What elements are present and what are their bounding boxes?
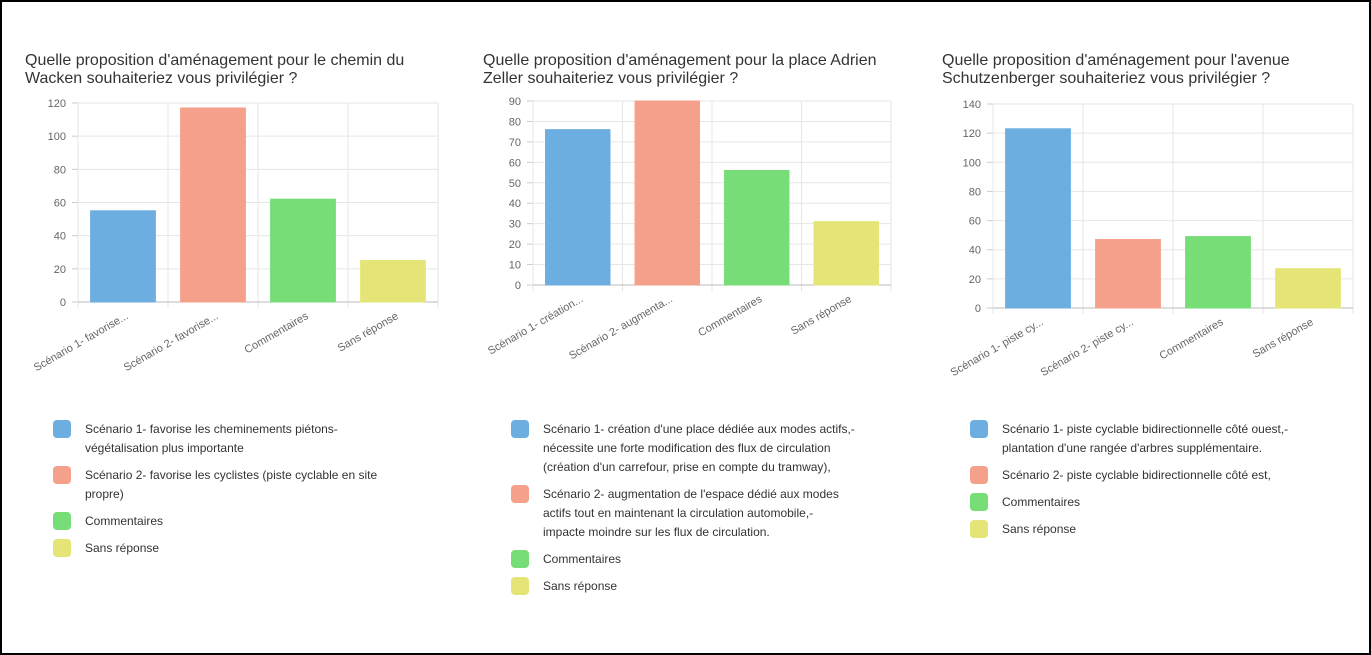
legend-label: Scénario 2- augmentation de l'espace déd… (543, 487, 839, 539)
legend-label: Commentaires (1002, 495, 1081, 509)
legend-label: Sans réponse (85, 541, 160, 555)
bar (1185, 236, 1251, 309)
legend-item: Scénario 2- augmentation de l'espace déd… (511, 485, 856, 542)
legend-item: Sans réponse (970, 520, 1315, 539)
y-tick-label: 90 (509, 96, 521, 108)
y-tick-label: 0 (975, 303, 981, 315)
legend-swatch (970, 493, 988, 511)
legend-swatch (970, 520, 988, 538)
bar (360, 260, 426, 303)
y-tick-label: 30 (509, 219, 521, 231)
legend-swatch (970, 466, 988, 484)
bar (270, 198, 336, 303)
bar (634, 100, 700, 286)
legend-item: Scénario 2- piste cyclable bidirectionne… (970, 466, 1315, 485)
chart-panel: Quelle proposition d'aménagement pour la… (483, 2, 923, 653)
x-tick-label: Scénario 2- piste cy... (1039, 316, 1136, 379)
y-tick-label: 100 (963, 157, 981, 169)
y-tick-label: 100 (48, 131, 66, 143)
y-tick-label: 20 (969, 274, 981, 286)
legend-swatch (970, 420, 988, 438)
y-tick-label: 120 (963, 128, 981, 140)
legend-swatch (53, 466, 71, 484)
legend-label: Scénario 2- favorise les cyclistes (pist… (85, 468, 378, 501)
x-tick-label: Sans réponse (336, 310, 401, 354)
legend-label: Commentaires (543, 552, 622, 566)
bar (90, 210, 156, 303)
bar (180, 107, 246, 303)
y-tick-label: 80 (969, 186, 981, 198)
legend-label: Sans réponse (543, 579, 618, 593)
x-tick-label: Scénario 1- piste cy... (949, 316, 1046, 379)
legend-item: Commentaires (970, 493, 1315, 512)
y-tick-label: 80 (509, 116, 521, 128)
legend-item: Commentaires (511, 550, 856, 569)
legend-item: Scénario 1- favorise les cheminements pi… (53, 420, 398, 458)
legend-item: Scénario 2- favorise les cyclistes (pist… (53, 466, 398, 504)
legend-swatch (53, 420, 71, 438)
x-tick-label: Commentaires (1158, 316, 1226, 362)
y-tick-label: 50 (509, 178, 521, 190)
chart: 0 10 20 30 40 50 60 70 80 90 Scénario 1- création.… (486, 96, 892, 362)
y-tick-label: 20 (509, 239, 521, 251)
legend-item: Scénario 1- création d'une place dédiée … (511, 420, 856, 477)
y-tick-label: 20 (54, 264, 66, 276)
bar (1005, 128, 1071, 309)
bar (1095, 239, 1161, 309)
y-tick-label: 40 (54, 231, 66, 243)
legend-label: Scénario 1- création d'une place dédiée … (543, 422, 855, 474)
y-tick-label: 40 (509, 198, 521, 210)
legend-item: Sans réponse (53, 539, 398, 558)
x-tick-label: Commentaires (243, 310, 311, 356)
legend-swatch (511, 550, 529, 568)
legend-swatch (511, 420, 529, 438)
y-tick-label: 140 (963, 99, 981, 111)
legend: Scénario 1- favorise les cheminements pi… (53, 420, 398, 566)
x-tick-label: Scénario 1- création... (486, 293, 585, 357)
y-tick-label: 10 (509, 260, 521, 272)
legend-item: Commentaires (53, 512, 398, 531)
legend-label: Scénario 1- favorise les cheminements pi… (85, 422, 338, 455)
y-tick-label: 80 (54, 164, 66, 176)
legend-swatch (53, 512, 71, 530)
y-tick-label: 40 (969, 245, 981, 257)
y-tick-label: 60 (54, 198, 66, 210)
x-tick-label: Sans réponse (789, 293, 854, 337)
y-tick-label: 60 (969, 216, 981, 228)
legend-swatch (511, 485, 529, 503)
x-tick-label: Commentaires (696, 293, 764, 339)
legend-label: Scénario 2- piste cyclable bidirectionne… (1002, 468, 1271, 482)
legend-label: Sans réponse (1002, 522, 1077, 536)
chart: 0 20 40 60 80 100 120 Scénario 1- favorise...Sc… (32, 98, 439, 374)
chart-title: Quelle proposition d'aménagement pour l'… (942, 52, 1290, 87)
x-tick-label: Scénario 1- favorise... (32, 310, 131, 374)
x-tick-label: Scénario 2- favorise... (122, 310, 221, 374)
chart: 0 20 40 60 80 100 120 140 Scénario 1- piste cy..… (949, 99, 1354, 379)
y-tick-label: 70 (509, 137, 521, 149)
chart-panel: Quelle proposition d'aménagement pour le… (25, 2, 465, 653)
y-tick-label: 60 (509, 157, 521, 169)
legend-swatch (511, 577, 529, 595)
legend-item: Sans réponse (511, 577, 856, 596)
legend: Scénario 1- piste cyclable bidirectionne… (970, 420, 1315, 547)
bar (1275, 268, 1341, 309)
chart-title: Quelle proposition d'aménagement pour la… (483, 52, 877, 87)
legend: Scénario 1- création d'une place dédiée … (511, 420, 856, 604)
bar (724, 170, 790, 286)
legend-label: Scénario 1- piste cyclable bidirectionne… (1002, 422, 1289, 455)
legend-label: Commentaires (85, 514, 164, 528)
legend-swatch (53, 539, 71, 557)
bar (545, 129, 611, 286)
chart-panel: Quelle proposition d'aménagement pour l'… (942, 2, 1371, 653)
y-tick-label: 120 (48, 98, 66, 110)
x-tick-label: Sans réponse (1251, 316, 1316, 360)
legend-item: Scénario 1- piste cyclable bidirectionne… (970, 420, 1315, 458)
y-tick-label: 0 (60, 297, 66, 309)
bar (813, 221, 879, 286)
y-tick-label: 0 (515, 280, 521, 292)
chart-title: Quelle proposition d'aménagement pour le… (25, 52, 405, 87)
